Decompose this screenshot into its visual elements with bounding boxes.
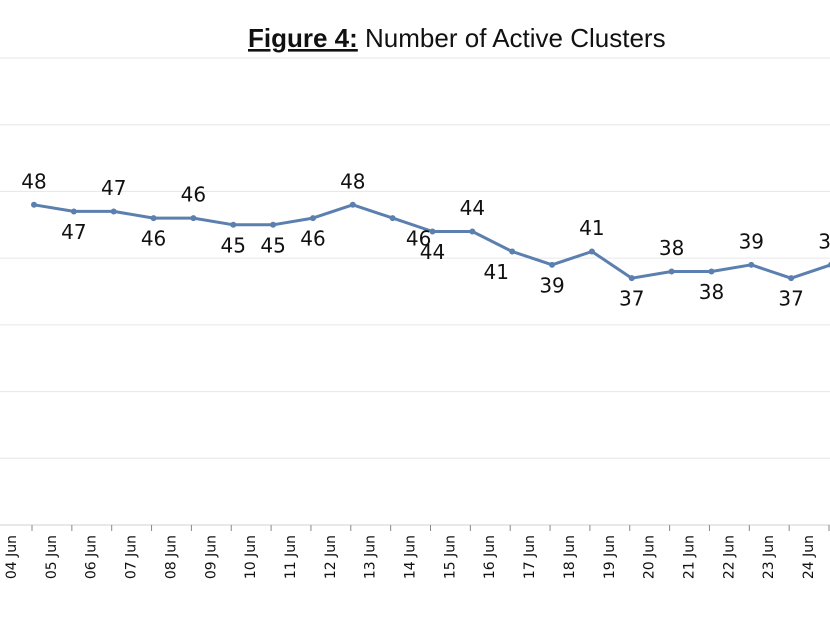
data-point (509, 248, 516, 255)
data-label: 48 (340, 169, 365, 193)
data-point (429, 228, 436, 235)
x-tick-label: 07 Jun (124, 535, 140, 579)
data-label: 46 (300, 227, 325, 251)
data-point (31, 201, 37, 208)
data-label: 48 (21, 169, 46, 193)
data-label: 41 (579, 216, 604, 240)
x-tick-label: 08 Jun (163, 535, 179, 579)
data-label: 46 (406, 227, 431, 251)
x-tick-label: 19 Jun (602, 535, 618, 579)
data-label: 46 (181, 183, 206, 207)
chart-title: Figure 4: Number of Active Clusters (248, 23, 666, 53)
data-label: 39 (818, 229, 830, 253)
data-label: 45 (260, 233, 285, 257)
x-tick-label: 15 Jun (442, 535, 458, 579)
data-point (190, 215, 197, 222)
data-point (788, 275, 795, 282)
data-point (748, 261, 755, 268)
data-label: 47 (101, 176, 126, 200)
title-label: Figure 4: (248, 23, 358, 53)
title-text: Number of Active Clusters (365, 23, 666, 53)
x-tick-label: 14 Jun (403, 535, 419, 579)
data-point (110, 208, 117, 215)
data-label: 38 (699, 280, 724, 304)
data-label: 46 (141, 227, 166, 251)
x-tick-label: 11 Jun (283, 535, 299, 579)
data-point (588, 248, 595, 255)
data-point (349, 201, 356, 208)
data-point (668, 268, 675, 275)
data-label: 37 (778, 287, 803, 311)
data-point (628, 275, 635, 282)
data-label: 45 (221, 233, 246, 257)
x-tick-label: 18 Jun (562, 535, 578, 579)
x-tick-label: 12 Jun (323, 535, 339, 579)
x-tick-label: 09 Jun (203, 535, 219, 579)
data-point (309, 215, 316, 222)
x-tick-label: 10 Jun (243, 535, 259, 579)
x-tick-label: 13 Jun (363, 535, 379, 579)
x-tick-label: 21 Jun (681, 535, 697, 579)
x-tick-label: 05 Jun (44, 535, 60, 579)
x-tick-label: 22 Jun (721, 535, 737, 579)
x-tick-label: 17 Jun (522, 535, 538, 579)
x-tick-label: 24 Jun (801, 535, 817, 579)
x-tick-label: 06 Jun (84, 535, 100, 579)
x-tick-label: 23 Jun (761, 535, 777, 579)
data-label: 44 (420, 240, 445, 264)
data-point (389, 215, 396, 222)
x-tick-label: 04 Jun (4, 535, 20, 579)
data-label: 39 (739, 229, 764, 253)
data-point (549, 261, 556, 268)
x-tick-label: 16 Jun (482, 535, 498, 579)
data-label: 39 (539, 273, 564, 297)
data-point (469, 228, 476, 235)
data-point (70, 208, 77, 215)
data-label: 38 (659, 236, 684, 260)
data-point (708, 268, 715, 275)
data-label: 47 (61, 220, 86, 244)
data-point (150, 215, 157, 222)
data-label: 41 (483, 260, 508, 284)
data-label: 37 (619, 287, 644, 311)
data-label: 44 (460, 196, 485, 220)
data-point (270, 221, 277, 228)
x-tick-label: 20 Jun (642, 535, 658, 579)
data-point (230, 221, 237, 228)
